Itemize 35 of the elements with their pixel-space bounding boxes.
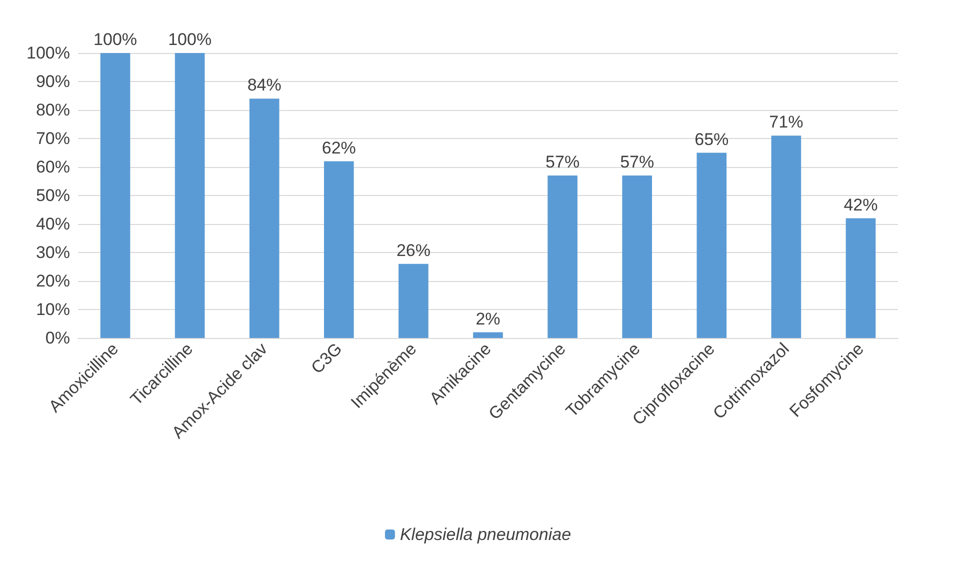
y-tick-label: 100% [26,44,70,62]
y-tick-label: 10% [36,300,70,319]
bar [548,176,578,338]
bar [324,161,354,338]
data-label: 62% [322,138,356,158]
data-label: 65% [694,130,729,149]
bar [100,53,130,338]
bar [846,218,876,338]
data-label: 84% [247,76,282,95]
y-tick-label: 0% [45,328,70,348]
bar [771,136,802,338]
x-tick-label: C3G [307,339,346,378]
data-label: 42% [844,195,878,214]
y-tick-label: 20% [36,272,70,290]
data-label: 100% [168,30,212,49]
data-label: 26% [396,240,430,260]
y-tick-label: 70% [36,129,70,148]
y-tick-label: 40% [36,214,70,234]
bar [174,53,205,338]
data-label: 57% [546,152,580,172]
bar [696,152,727,338]
data-label: 2% [476,309,500,328]
data-label: 57% [620,152,654,172]
bar [398,264,428,338]
y-tick-label: 50% [36,186,70,205]
data-label: 71% [769,112,804,132]
y-tick-label: 60% [36,158,70,176]
legend-label: Klepsiella pneumoniae [400,525,572,544]
data-label: 100% [94,30,138,49]
bar [473,332,503,338]
bar [622,176,652,338]
y-tick-label: 90% [36,72,70,91]
y-tick-label: 30% [36,243,70,262]
y-tick-label: 80% [36,100,70,120]
bar [249,98,280,338]
